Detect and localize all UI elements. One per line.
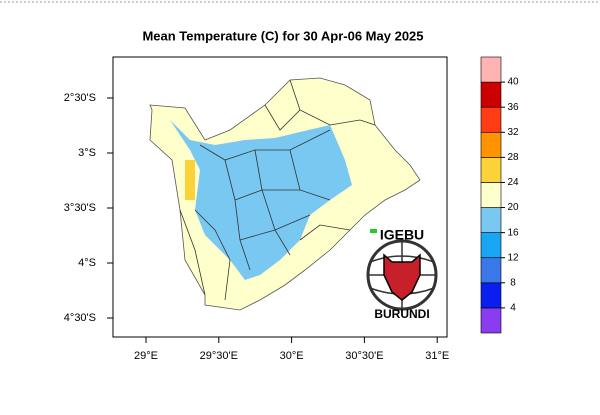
colorbar-box	[480, 56, 502, 83]
colorbar-label: 4	[510, 303, 516, 314]
lat-label: 4°S	[78, 257, 96, 269]
logo-bottom-text: BURUNDI	[374, 307, 429, 321]
colorbar-box	[480, 81, 502, 108]
colorbar-label: 16	[507, 227, 519, 238]
logo: IGEBU BURUNDI	[366, 227, 438, 321]
lat-label: 3°30'S	[64, 202, 96, 214]
colorbar-label: 20	[507, 202, 519, 213]
province-lines	[179, 79, 376, 301]
colorbar-label: 24	[507, 177, 519, 188]
logo-leopard	[383, 253, 421, 301]
colorbar-label: 36	[507, 102, 519, 113]
colorbar-box	[480, 131, 502, 158]
colorbar-box	[480, 307, 502, 334]
lat-label: 3°S	[78, 147, 96, 159]
lon-label: 29°E	[134, 350, 158, 362]
lat-label: 2°30'S	[64, 92, 96, 104]
lat-labels: 2°30'S 3°S 3°30'S 4°S 4°30'S	[64, 92, 113, 324]
colorbar-label: 8	[510, 277, 516, 288]
logo-top-text: IGEBU	[380, 227, 424, 243]
colorbar-box	[480, 106, 502, 133]
colorbar-label: 28	[507, 152, 519, 163]
green-spot	[370, 229, 377, 233]
lon-label: 31°E	[425, 350, 449, 362]
lon-label: 29°30'E	[200, 350, 238, 362]
colorbar-box	[480, 157, 502, 183]
colorbar-label: 40	[507, 77, 519, 88]
region-cool	[170, 120, 352, 280]
colorbar-box	[480, 257, 502, 284]
lon-label: 30°30'E	[345, 350, 383, 362]
colorbar-label: 12	[507, 252, 519, 263]
region-hot	[185, 160, 195, 200]
colorbar-box	[480, 232, 502, 259]
colorbar-box	[480, 207, 502, 233]
lat-label: 4°30'S	[64, 312, 96, 324]
colorbar-label: 32	[507, 127, 519, 138]
colorbar: 4 8 12 16 20 24 28 32 36 40	[480, 56, 519, 334]
colorbar-box	[480, 182, 502, 208]
colorbar-box	[480, 282, 502, 309]
lon-labels: 29°E 29°30'E 30°E 30°30'E 31°E	[134, 337, 449, 362]
lon-label: 30°E	[280, 350, 304, 362]
map-title: Mean Temperature (C) for 30 Apr-06 May 2…	[142, 28, 423, 43]
